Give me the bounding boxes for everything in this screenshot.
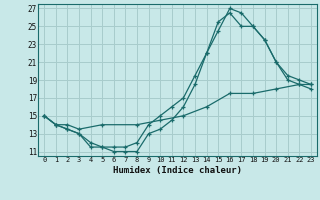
X-axis label: Humidex (Indice chaleur): Humidex (Indice chaleur) — [113, 166, 242, 175]
